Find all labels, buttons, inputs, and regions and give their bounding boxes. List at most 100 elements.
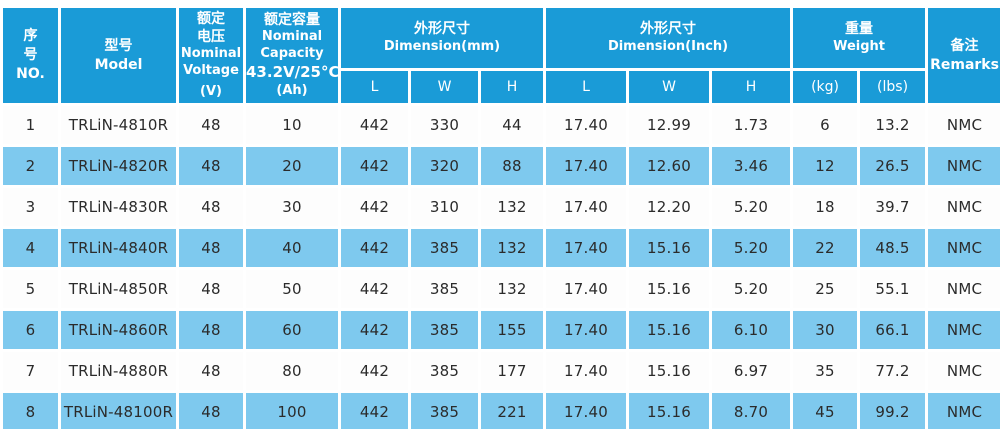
table-body: 1 TRLiN-4810R 48 10 442 330 44 17.40 12.99 1.73 6 1… bbox=[3, 106, 1000, 429]
cell-l-inch: 17.40 bbox=[546, 393, 627, 429]
cell-voltage-v: 48 bbox=[179, 352, 243, 390]
cell-h-inch: 3.46 bbox=[712, 147, 791, 185]
cell-w-mm: 385 bbox=[411, 311, 478, 349]
cell-h-inch: 8.70 bbox=[712, 393, 791, 429]
cell-model: TRLiN-48100R bbox=[61, 393, 176, 429]
cell-voltage-v: 48 bbox=[179, 147, 243, 185]
cell-h-mm: 155 bbox=[481, 311, 544, 349]
cell-h-mm: 44 bbox=[481, 106, 544, 144]
cell-w-inch: 15.16 bbox=[629, 311, 710, 349]
weight-label-zh: 重量 bbox=[845, 21, 874, 38]
cell-h-inch: 6.97 bbox=[712, 352, 791, 390]
dimension-mm-label-zh: 外形尺寸 bbox=[414, 21, 471, 38]
cell-w-inch: 12.60 bbox=[629, 147, 710, 185]
cell-model: TRLiN-4820R bbox=[61, 147, 176, 185]
group-header-dimension-mm: 外形尺寸 Dimension(mm) bbox=[341, 8, 544, 68]
capacity-label-en: Nominal Capacity bbox=[260, 29, 324, 61]
cell-w-mm: 385 bbox=[411, 393, 478, 429]
cell-l-inch: 17.40 bbox=[546, 352, 627, 390]
cell-weight-lbs: 99.2 bbox=[860, 393, 926, 429]
table-row: 4 TRLiN-4840R 48 40 442 385 132 17.40 15.16 5.20 2… bbox=[3, 229, 1000, 267]
col-header-no-label: 序 号 NO. bbox=[16, 28, 45, 82]
cell-model: TRLiN-4840R bbox=[61, 229, 176, 267]
table-row: 3 TRLiN-4830R 48 30 442 310 132 17.40 12.20 5.20 1… bbox=[3, 188, 1000, 226]
sub-header-weight-kg: (kg) bbox=[793, 71, 858, 103]
cell-w-inch: 15.16 bbox=[629, 393, 710, 429]
cell-no: 1 bbox=[3, 106, 58, 144]
sub-header-w-mm: W bbox=[411, 71, 478, 103]
cell-w-mm: 385 bbox=[411, 352, 478, 390]
col-header-model-label: 型号 Model bbox=[94, 37, 143, 73]
table-row: 5 TRLiN-4850R 48 50 442 385 132 17.40 15.16 5.20 2… bbox=[3, 270, 1000, 308]
cell-w-mm: 330 bbox=[411, 106, 478, 144]
sub-header-l-mm: L bbox=[341, 71, 408, 103]
col-header-remarks: 备注 Remarks bbox=[928, 8, 1000, 103]
cell-voltage-v: 48 bbox=[179, 270, 243, 308]
cell-no: 7 bbox=[3, 352, 58, 390]
cell-l-mm: 442 bbox=[341, 270, 408, 308]
voltage-label-zh: 额定 电压 bbox=[197, 10, 225, 46]
cell-w-mm: 385 bbox=[411, 270, 478, 308]
cell-h-mm: 132 bbox=[481, 229, 544, 267]
cell-w-mm: 385 bbox=[411, 229, 478, 267]
cell-capacity-ah: 20 bbox=[246, 147, 338, 185]
sub-header-w-inch: W bbox=[629, 71, 710, 103]
cell-weight-lbs: 26.5 bbox=[860, 147, 926, 185]
table-header: 序 号 NO. 型号 Model 额定 电压 Nominal Voltage (… bbox=[3, 8, 1000, 103]
cell-weight-kg: 45 bbox=[793, 393, 858, 429]
cell-capacity-ah: 40 bbox=[246, 229, 338, 267]
cell-h-inch: 5.20 bbox=[712, 188, 791, 226]
cell-l-mm: 442 bbox=[341, 352, 408, 390]
dimension-inch-label-en: Dimension(Inch) bbox=[607, 38, 729, 54]
sub-header-weight-lbs: (lbs) bbox=[860, 71, 926, 103]
cell-w-inch: 15.16 bbox=[629, 229, 710, 267]
cell-weight-kg: 12 bbox=[793, 147, 858, 185]
cell-no: 3 bbox=[3, 188, 58, 226]
cell-l-mm: 442 bbox=[341, 311, 408, 349]
cell-w-inch: 15.16 bbox=[629, 270, 710, 308]
cell-l-inch: 17.40 bbox=[546, 311, 627, 349]
cell-l-inch: 17.40 bbox=[546, 229, 627, 267]
cell-voltage-v: 48 bbox=[179, 311, 243, 349]
col-header-no: 序 号 NO. bbox=[3, 8, 58, 103]
cell-voltage-v: 48 bbox=[179, 106, 243, 144]
cell-l-inch: 17.40 bbox=[546, 147, 627, 185]
table-row: 1 TRLiN-4810R 48 10 442 330 44 17.40 12.99 1.73 6 1… bbox=[3, 106, 1000, 144]
cell-no: 4 bbox=[3, 229, 58, 267]
table-row: 2 TRLiN-4820R 48 20 442 320 88 17.40 12.60 3.46 12… bbox=[3, 147, 1000, 185]
cell-h-inch: 6.10 bbox=[712, 311, 791, 349]
col-header-remarks-label: 备注 Remarks bbox=[930, 37, 999, 73]
cell-w-inch: 12.20 bbox=[629, 188, 710, 226]
battery-spec-table: 序 号 NO. 型号 Model 额定 电压 Nominal Voltage (… bbox=[0, 5, 1000, 429]
cell-no: 2 bbox=[3, 147, 58, 185]
sub-header-h-inch: H bbox=[712, 71, 791, 103]
table-row: 6 TRLiN-4860R 48 60 442 385 155 17.40 15.16 6.10 3… bbox=[3, 311, 1000, 349]
cell-h-inch: 5.20 bbox=[712, 270, 791, 308]
voltage-label-en: Nominal Voltage bbox=[180, 46, 242, 79]
sub-header-l-inch: L bbox=[546, 71, 627, 103]
cell-w-inch: 12.99 bbox=[629, 106, 710, 144]
cell-voltage-v: 48 bbox=[179, 393, 243, 429]
cell-voltage-v: 48 bbox=[179, 188, 243, 226]
cell-voltage-v: 48 bbox=[179, 229, 243, 267]
cell-remarks: NMC bbox=[928, 270, 1000, 308]
cell-weight-lbs: 48.5 bbox=[860, 229, 926, 267]
cell-h-mm: 221 bbox=[481, 393, 544, 429]
capacity-condition-label: 43.2V/25°C bbox=[246, 62, 338, 81]
cell-h-mm: 88 bbox=[481, 147, 544, 185]
weight-label-en: Weight bbox=[833, 38, 885, 54]
capacity-unit-label: (Ah) bbox=[276, 83, 308, 99]
cell-weight-kg: 22 bbox=[793, 229, 858, 267]
cell-l-inch: 17.40 bbox=[546, 270, 627, 308]
cell-remarks: NMC bbox=[928, 393, 1000, 429]
cell-w-mm: 310 bbox=[411, 188, 478, 226]
cell-remarks: NMC bbox=[928, 229, 1000, 267]
cell-weight-kg: 35 bbox=[793, 352, 858, 390]
cell-model: TRLiN-4860R bbox=[61, 311, 176, 349]
cell-capacity-ah: 100 bbox=[246, 393, 338, 429]
cell-no: 6 bbox=[3, 311, 58, 349]
cell-l-mm: 442 bbox=[341, 188, 408, 226]
cell-weight-lbs: 13.2 bbox=[860, 106, 926, 144]
col-header-model: 型号 Model bbox=[61, 8, 176, 103]
